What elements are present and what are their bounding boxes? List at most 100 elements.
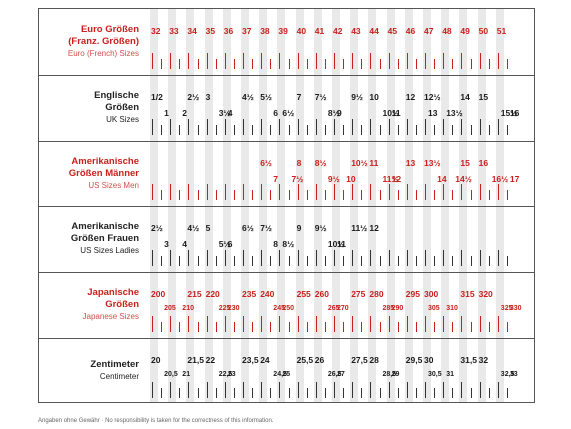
ruler-tick xyxy=(297,52,299,69)
ruler-tick xyxy=(425,52,426,69)
ruler-tick xyxy=(306,256,308,267)
ruler-tick xyxy=(397,322,399,332)
size-label: 235 xyxy=(242,289,257,300)
size-label: 34 xyxy=(187,26,197,36)
size-label-half: 24,5 xyxy=(273,371,287,378)
ruler-tick xyxy=(297,381,299,398)
size-label-half: 30,5 xyxy=(428,371,442,378)
ruler-tick xyxy=(434,387,436,398)
ruler-tick xyxy=(334,316,335,332)
ruler-tick xyxy=(279,250,281,267)
row-divider xyxy=(39,74,534,76)
size-label: 32 xyxy=(478,355,489,365)
size-label: 2½ xyxy=(187,91,200,102)
size-label: 255 xyxy=(296,289,311,300)
size-label-half: 28,5 xyxy=(382,371,397,378)
size-label: 46 xyxy=(405,26,416,36)
ruler-tick xyxy=(170,381,172,398)
ruler-tick xyxy=(197,190,199,201)
ruler-tick xyxy=(379,124,381,135)
ruler-tick xyxy=(161,190,163,201)
row-divider xyxy=(39,338,534,339)
ruler-tick xyxy=(179,58,181,69)
ruler-tick xyxy=(334,118,335,135)
ruler-tick xyxy=(188,250,190,267)
size-label-half: 14½ xyxy=(455,173,472,184)
size-label: 295 xyxy=(405,289,420,300)
size-label-half: 31 xyxy=(446,371,454,378)
size-label-half: 310 xyxy=(446,305,458,313)
ruler-tick xyxy=(315,250,317,267)
size-label: 49 xyxy=(460,26,470,36)
disclaimer-de: Angaben ohne Gewähr xyxy=(38,418,100,424)
ruler-tick xyxy=(379,58,381,69)
ruler-tick xyxy=(315,52,317,69)
size-label-half: 26,5 xyxy=(327,371,342,378)
size-label-half: 15½ xyxy=(500,107,518,118)
size-label: 10½ xyxy=(351,157,368,168)
ruler-tick xyxy=(434,190,436,201)
ruler-tick xyxy=(497,381,499,398)
ruler-tick xyxy=(397,58,399,69)
size-label: 25,5 xyxy=(296,355,314,365)
ruler-tick xyxy=(506,256,508,267)
ruler-tick xyxy=(224,250,226,267)
ruler-tick xyxy=(415,190,417,201)
size-label: 9½ xyxy=(314,223,327,234)
ruler-tick xyxy=(388,118,390,135)
ruler-tick xyxy=(406,118,408,135)
ruler-tick xyxy=(379,256,381,267)
ruler-tick xyxy=(470,190,472,201)
ruler-tick xyxy=(461,250,463,267)
ruler-tick xyxy=(152,52,153,69)
size-label-half: 29 xyxy=(391,371,400,378)
ruler-tick xyxy=(452,322,454,332)
row-subtitle: Centimeter xyxy=(99,371,139,381)
ruler-tick xyxy=(279,381,281,398)
size-label-half: 11 xyxy=(337,239,346,250)
ruler-tick xyxy=(415,322,417,332)
ruler-tick xyxy=(152,381,153,398)
ruler-tick xyxy=(188,381,190,398)
ruler-tick xyxy=(406,184,408,201)
ruler-tick xyxy=(497,316,499,332)
ruler-tick xyxy=(461,118,463,135)
ruler-tick xyxy=(161,387,163,398)
size-label-half: 250 xyxy=(282,305,295,313)
ruler-tick xyxy=(252,322,254,332)
ruler-tick xyxy=(261,381,263,398)
ruler-tick xyxy=(379,322,381,332)
ruler-tick xyxy=(152,250,153,267)
ruler-tick xyxy=(343,190,345,201)
ruler-tick xyxy=(279,118,281,135)
size-label: 6½ xyxy=(260,157,273,168)
ruler-tick xyxy=(243,316,244,332)
ruler-tick xyxy=(425,118,426,135)
ruler-tick xyxy=(188,184,190,201)
size-label: 37 xyxy=(242,26,252,36)
column-stripe xyxy=(368,9,377,402)
size-label: 51 xyxy=(496,26,507,36)
ruler-tick xyxy=(352,250,354,267)
ruler-tick xyxy=(488,256,490,267)
ruler-tick xyxy=(324,322,326,332)
ruler-tick xyxy=(324,124,326,135)
ruler-tick xyxy=(206,381,208,398)
ruler-tick xyxy=(361,322,363,332)
ruler-tick xyxy=(406,52,408,69)
size-label: 215 xyxy=(187,289,202,300)
size-label-half: 230 xyxy=(227,305,240,313)
ruler-tick xyxy=(479,184,481,201)
ruler-tick xyxy=(415,387,417,398)
ruler-tick xyxy=(252,190,254,201)
column-stripe xyxy=(386,9,395,402)
size-label: 24 xyxy=(260,355,270,365)
size-label: 26 xyxy=(314,355,325,365)
ruler-tick xyxy=(215,256,217,267)
size-label-half: 25 xyxy=(282,371,291,378)
row-title-line: Amerikanische xyxy=(71,155,139,167)
size-label: 220 xyxy=(205,289,220,300)
ruler-tick xyxy=(443,184,445,201)
size-label-half: 23 xyxy=(227,371,236,378)
ruler-tick xyxy=(206,184,208,201)
